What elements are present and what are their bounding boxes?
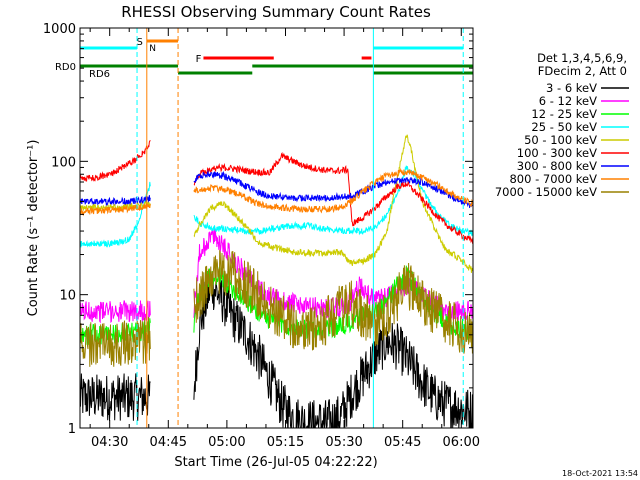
x-tick-label: 06:00 [443, 435, 480, 450]
series-lines [79, 134, 474, 429]
y-tick-label: 1000 [43, 22, 76, 37]
legend-header: FDecim 2, Att 0 [538, 64, 627, 78]
legend: Det 1,3,4,5,6,9,FDecim 2, Att 0 3 - 6 keV… [495, 51, 629, 199]
y-tick-label: 10 [59, 289, 76, 304]
y-tick-label: 100 [51, 155, 76, 170]
legend-header: Det 1,3,4,5,6,9, [537, 51, 627, 65]
x-tick-label: 05:15 [267, 435, 304, 450]
series-line [79, 169, 474, 209]
legend-label: 100 - 300 keV [517, 146, 597, 160]
x-tick-label: 05:00 [208, 435, 245, 450]
legend-label: 7000 - 15000 keV [495, 185, 597, 199]
legend-label: 12 - 25 keV [531, 107, 597, 121]
x-axis-label: Start Time (26-Jul-05 04:22:22) [174, 455, 377, 470]
legend-label: 3 - 6 keV [546, 81, 597, 95]
legend-label: 25 - 50 keV [531, 120, 597, 134]
timestamp: 18-Oct-2021 13:54 [562, 469, 638, 478]
x-tick-label: 04:45 [150, 435, 187, 450]
x-tick-label: 04:30 [91, 435, 128, 450]
flag-bars: S F RD0 RD6 N [55, 37, 473, 80]
chart-title: RHESSI Observing Summary Count Rates [121, 3, 431, 21]
series-line [79, 165, 474, 248]
series-line [79, 167, 474, 217]
flag-label: RD0 [55, 62, 76, 73]
y-axis-label: Count Rate (s⁻¹ detector⁻¹) [26, 140, 41, 317]
legend-label: 800 - 7000 keV [509, 172, 597, 186]
legend-label: 6 - 12 keV [539, 94, 597, 108]
flag-label: S [136, 37, 142, 48]
legend-label: 300 - 800 keV [517, 159, 597, 173]
axes: 1 10 100 1000 04:30 04:45 05:00 05:15 05:30 05:45… [43, 22, 480, 450]
x-tick-label: 05:30 [325, 435, 362, 450]
x-tick-label: 05:45 [384, 435, 421, 450]
plot-frame [79, 27, 474, 429]
series-line [79, 140, 474, 244]
legend-label: 50 - 100 keV [524, 133, 597, 147]
series-line [79, 249, 474, 367]
flag-label: F [196, 54, 202, 65]
flag-label: RD6 [89, 69, 110, 80]
y-tick-label: 1 [68, 422, 76, 437]
flag-side-label: N [149, 44, 156, 54]
